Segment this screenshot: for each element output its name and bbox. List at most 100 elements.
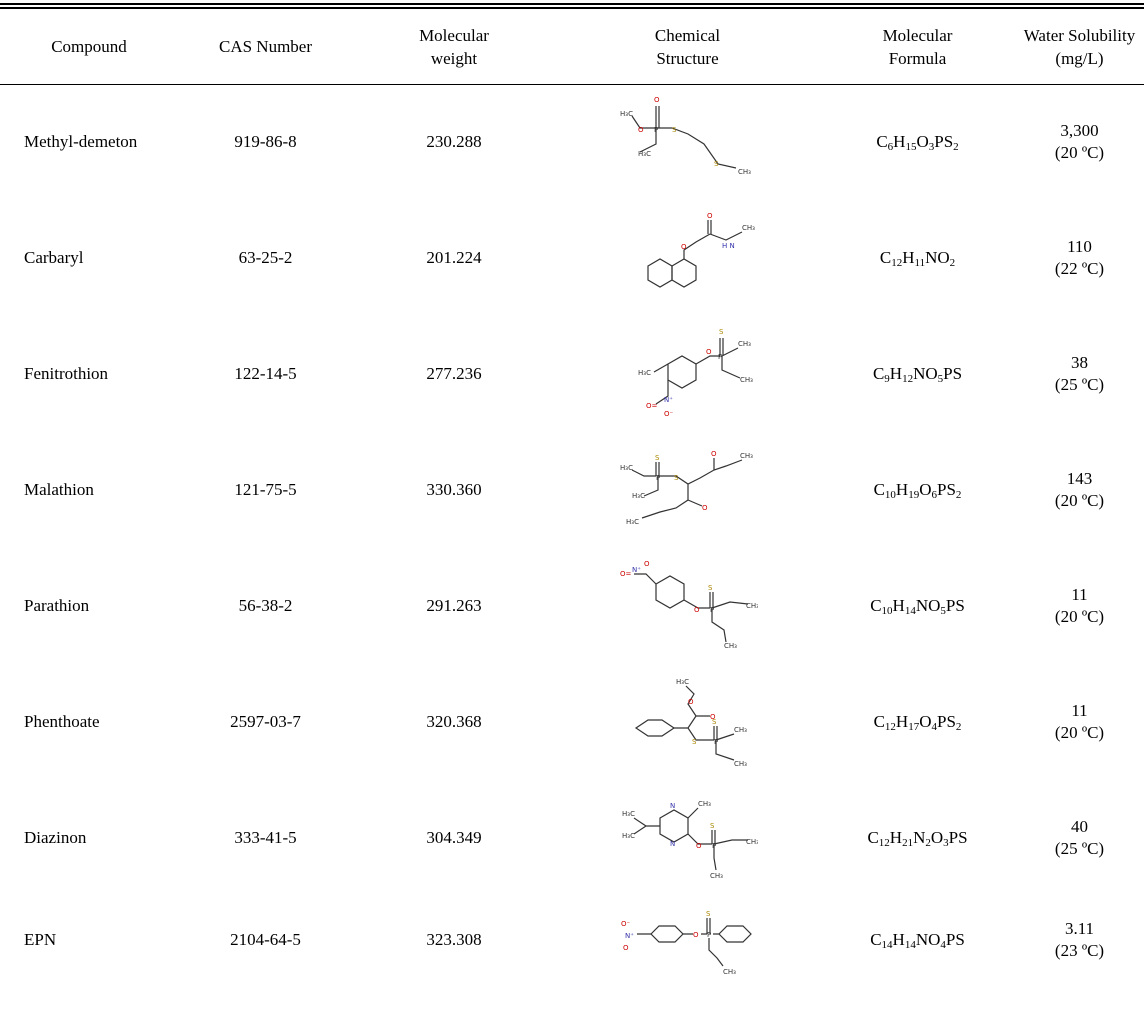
header-cas-number: CAS Number — [218, 37, 313, 56]
svg-text:CH₃: CH₃ — [698, 800, 711, 808]
svg-text:S: S — [706, 910, 711, 918]
svg-text:N⁺: N⁺ — [625, 932, 634, 940]
svg-text:O: O — [644, 560, 650, 568]
formula-text: C12H21N2O3PS — [867, 828, 968, 849]
molecular-weight: 320.368 — [426, 712, 482, 731]
svg-text:S: S — [674, 474, 679, 482]
header-chemical-structure: Chemical Structure — [654, 25, 721, 68]
svg-text:CH₃: CH₃ — [746, 838, 758, 846]
chemical-structure-cell: O O H N CH₃ — [555, 200, 820, 316]
svg-text:S: S — [708, 584, 713, 592]
svg-text:CH₃: CH₃ — [738, 340, 751, 348]
solubility-temperature: (25 ºC) — [1054, 375, 1105, 394]
svg-text:S: S — [714, 160, 719, 168]
svg-text:P: P — [707, 931, 711, 939]
water-solubility: 38 (25 ºC) — [1015, 316, 1144, 432]
table-row: Malathion 121-75-5 330.360 H₃C S P S H₃C O … — [0, 432, 1144, 548]
svg-text:O: O — [654, 96, 660, 104]
table-top-rule — [0, 3, 1144, 5]
svg-text:O: O — [694, 606, 700, 614]
structure-diazinon: H₃C H₃C N N CH₃ O S P CH₃ CH₃ — [622, 800, 758, 880]
svg-text:O: O — [710, 713, 716, 721]
compound-name: Methyl-demeton — [24, 132, 138, 151]
molecular-formula: C6H15O3PS2 — [820, 84, 1015, 200]
table-row: EPN 2104-64-5 323.308 O⁻ N⁺ O O S P CH₃ — [0, 896, 1144, 984]
water-solubility: 3,300 (20 ºC) — [1015, 84, 1144, 200]
molecular-weight: 304.349 — [426, 828, 482, 847]
svg-text:CH₃: CH₃ — [734, 726, 747, 734]
table-header-row: Compound CAS Number Molecular weight Chem… — [0, 9, 1144, 84]
svg-text:O: O — [681, 243, 687, 251]
compound-name: EPN — [24, 930, 57, 949]
molecular-formula: C12H11NO2 — [820, 200, 1015, 316]
svg-text:CH₃: CH₃ — [710, 872, 723, 880]
solubility-value: 40 — [1071, 817, 1088, 836]
svg-text:O: O — [707, 212, 713, 220]
svg-text:O⁻: O⁻ — [664, 410, 674, 418]
svg-text:S: S — [712, 718, 717, 726]
structure-parathion: O= N⁺ O O S P CH₃ CH₃ — [620, 560, 758, 650]
svg-text:O=: O= — [646, 402, 658, 410]
table-row: Fenitrothion 122-14-5 277.236 O S P CH₃ CH… — [0, 316, 1144, 432]
svg-text:H₃C: H₃C — [626, 518, 639, 526]
water-solubility: 110 (22 ºC) — [1015, 200, 1144, 316]
formula-text: C10H14NO5PS — [870, 596, 965, 617]
svg-text:O=: O= — [620, 570, 632, 578]
solubility-temperature: (22 ºC) — [1054, 259, 1105, 278]
solubility-value: 38 — [1071, 353, 1088, 372]
compound-name: Phenthoate — [24, 712, 100, 731]
compound-name: Malathion — [24, 480, 94, 499]
svg-text:H N: H N — [722, 242, 735, 250]
compound-name: Parathion — [24, 596, 90, 615]
structure-methyl-demeton: H₃C O O P S H₃C S CH₃ — [620, 96, 751, 176]
svg-text:H₃C: H₃C — [620, 110, 633, 118]
svg-text:O: O — [693, 931, 699, 939]
svg-text:H₃C: H₃C — [620, 464, 633, 472]
chemical-structure-cell: O S P CH₃ CH₃ H₃C N⁺ O= O⁻ — [555, 316, 820, 432]
svg-text:O: O — [696, 842, 702, 850]
chemical-structure-cell: H₃C S P S H₃C O CH₃ O H₃C — [555, 432, 820, 548]
svg-text:P: P — [656, 474, 660, 482]
structure-malathion: H₃C S P S H₃C O CH₃ O H₃C — [620, 450, 753, 526]
svg-text:P: P — [714, 738, 718, 746]
water-solubility: 11 (20 ºC) — [1015, 548, 1144, 664]
table-row: Carbaryl 63-25-2 201.224 O O H N CH₃ C12H1… — [0, 200, 1144, 316]
svg-text:O: O — [702, 504, 708, 512]
svg-text:O: O — [711, 450, 717, 458]
formula-text: C12H11NO2 — [879, 248, 956, 269]
svg-text:S: S — [655, 454, 660, 462]
svg-text:S: S — [710, 822, 715, 830]
pesticide-properties-table: Compound CAS Number Molecular weight Chem… — [0, 9, 1144, 984]
water-solubility: 40 (25 ºC) — [1015, 780, 1144, 896]
solubility-temperature: (20 ºC) — [1054, 143, 1105, 162]
molecular-formula: C12H21N2O3PS — [820, 780, 1015, 896]
structure-epn: O⁻ N⁺ O O S P CH₃ — [621, 910, 752, 976]
formula-text: C6H15O3PS2 — [876, 132, 959, 153]
table-row: Parathion 56-38-2 291.263 O= N⁺ O O S P CH₃… — [0, 548, 1144, 664]
svg-text:P: P — [710, 606, 714, 614]
cas-number: 56-38-2 — [238, 596, 293, 615]
solubility-temperature: (23 ºC) — [1054, 941, 1105, 960]
svg-text:P: P — [718, 353, 722, 361]
cas-number: 121-75-5 — [234, 480, 297, 499]
svg-text:N: N — [670, 840, 675, 848]
chemical-structure-cell: H₃C H₃C N N CH₃ O S P CH₃ CH₃ — [555, 780, 820, 896]
molecular-weight: 201.224 — [426, 248, 482, 267]
svg-text:CH₃: CH₃ — [724, 642, 737, 650]
formula-text: C10H19O6PS2 — [873, 480, 962, 501]
cas-number: 2597-03-7 — [230, 712, 301, 731]
solubility-temperature: (20 ºC) — [1054, 723, 1105, 742]
compound-name: Fenitrothion — [24, 364, 109, 383]
cas-number: 122-14-5 — [234, 364, 297, 383]
solubility-value: 11 — [1071, 585, 1088, 604]
svg-text:S: S — [719, 328, 724, 336]
chemical-structure-cell: O= N⁺ O O S P CH₃ CH₃ — [555, 548, 820, 664]
svg-text:H₃C: H₃C — [632, 492, 645, 500]
svg-text:H₃C: H₃C — [638, 150, 651, 158]
water-solubility: 3.11 (23 ºC) — [1015, 896, 1144, 984]
formula-text: C9H12NO5PS — [872, 364, 963, 385]
svg-text:O: O — [688, 698, 694, 706]
